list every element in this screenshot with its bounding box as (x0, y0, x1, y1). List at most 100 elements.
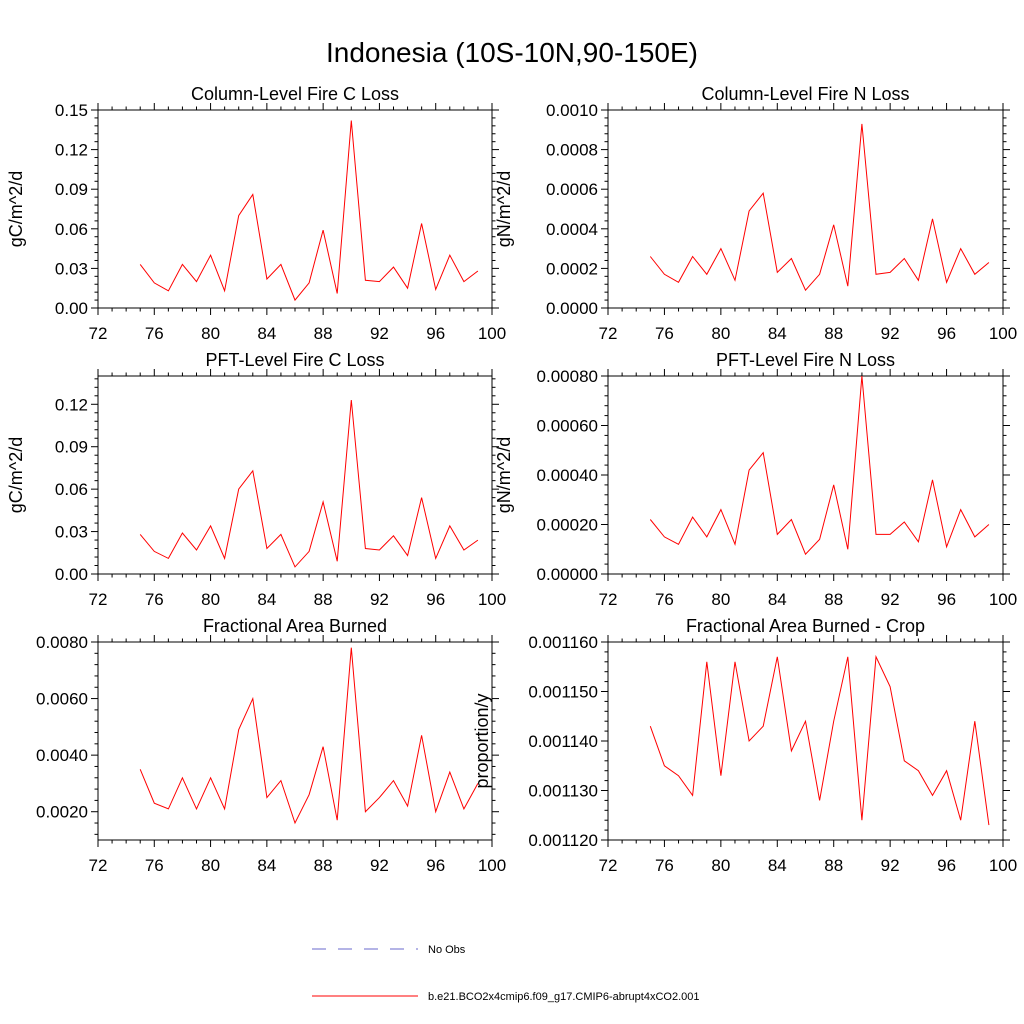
x-tick-label: 96 (426, 590, 445, 609)
y-tick-label: 0.001150 (528, 683, 598, 702)
x-tick-label: 84 (257, 324, 276, 343)
series-line (649, 654, 990, 826)
y-tick-label: 0.0040 (36, 746, 88, 765)
series-line (139, 399, 479, 568)
x-tick-label: 80 (201, 590, 220, 609)
y-tick-label: 0.001120 (528, 831, 598, 850)
y-tick-label: 0.0008 (546, 141, 598, 160)
y-tick-label: 0.0000 (546, 299, 598, 318)
series-line (649, 123, 990, 292)
x-tick-label: 72 (89, 590, 108, 609)
x-tick-label: 84 (257, 590, 276, 609)
chart-panel-1: 72 76 80 84 88 92 96 100 0.00 0.03 0.06 0.09 0.12 0.1… (6, 84, 506, 343)
x-tick-label: 92 (881, 856, 900, 875)
y-tick-label: 0.0010 (546, 101, 598, 120)
x-tick-label: 84 (768, 856, 787, 875)
x-tick-label: 96 (426, 856, 445, 875)
x-tick-label: 92 (370, 856, 389, 875)
x-tick-label: 72 (599, 856, 618, 875)
x-tick-label: 96 (937, 856, 956, 875)
y-tick-label: 0.06 (55, 480, 88, 499)
chart-panel-4: 72 76 80 84 88 92 96 100 0.00000 0.00020 0.00040 0.… (494, 350, 1017, 609)
chart-title: Fractional Area Burned - Crop (686, 616, 925, 636)
x-tick-label: 100 (989, 590, 1017, 609)
x-tick-label: 100 (478, 324, 506, 343)
chart-panel-2: 72 76 80 84 88 92 96 100 0.0000 0.0002 0.0004 0.000… (494, 84, 1017, 343)
x-tick-label: 76 (655, 856, 674, 875)
x-tick-label: 96 (937, 324, 956, 343)
x-tick-label: 100 (478, 590, 506, 609)
x-tick-label: 76 (655, 590, 674, 609)
y-tick-label: 0.00 (55, 565, 88, 584)
y-tick-label: 0.0080 (36, 633, 88, 652)
y-tick-label: 0.03 (55, 259, 88, 278)
x-tick-label: 72 (89, 324, 108, 343)
y-tick-label: 0.0004 (546, 220, 598, 239)
y-axis-label: gN/m^2/d (494, 171, 514, 247)
chart-title: Column-Level Fire N Loss (701, 84, 909, 104)
chart-title: Fractional Area Burned (203, 616, 387, 636)
y-tick-label: 0.001130 (528, 782, 598, 801)
x-tick-label: 88 (314, 324, 333, 343)
y-tick-label: 0.001140 (528, 732, 598, 751)
y-tick-label: 0.12 (55, 141, 88, 160)
y-tick-label: 0.0006 (546, 180, 598, 199)
x-tick-label: 76 (145, 324, 164, 343)
series-line (139, 120, 479, 302)
y-tick-label: 0.00020 (537, 516, 598, 535)
y-tick-label: 0.00 (55, 299, 88, 318)
y-tick-label: 0.06 (55, 220, 88, 239)
x-tick-label: 100 (989, 324, 1017, 343)
x-tick-label: 88 (824, 590, 843, 609)
chart-panel-5: 72 76 80 84 88 92 96 100 0.0020 0.0040 0.0060 0.008… (36, 616, 506, 875)
y-tick-label: 0.0002 (546, 259, 598, 278)
x-tick-label: 92 (881, 590, 900, 609)
chart-title: PFT-Level Fire C Loss (205, 350, 384, 370)
x-tick-label: 100 (478, 856, 506, 875)
chart-title: Column-Level Fire C Loss (191, 84, 399, 104)
y-tick-label: 0.0020 (36, 803, 88, 822)
legend: No Obs b.e21.BCO2x4cmip6.f09_g17.CMIP6-a… (312, 944, 700, 1003)
x-tick-label: 76 (655, 324, 674, 343)
y-tick-label: 0.03 (55, 523, 88, 542)
x-tick-label: 100 (989, 856, 1017, 875)
x-tick-label: 76 (145, 590, 164, 609)
y-tick-label: 0.09 (55, 438, 88, 457)
series-line (649, 375, 990, 556)
x-tick-label: 92 (881, 324, 900, 343)
plot-frame (97, 641, 493, 841)
x-tick-label: 96 (937, 590, 956, 609)
x-tick-label: 72 (599, 590, 618, 609)
x-tick-label: 72 (599, 324, 618, 343)
y-tick-label: 0.0060 (36, 690, 88, 709)
y-axis-label: gC/m^2/d (6, 437, 26, 513)
x-tick-label: 92 (370, 324, 389, 343)
x-tick-label: 80 (201, 856, 220, 875)
legend-no-obs-label: No Obs (428, 944, 466, 956)
plot-frame (607, 375, 1004, 575)
y-tick-label: 0.001160 (528, 633, 598, 652)
y-tick-label: 0.12 (55, 395, 88, 414)
x-tick-label: 84 (257, 856, 276, 875)
y-tick-label: 0.00040 (537, 466, 598, 485)
x-tick-label: 88 (824, 856, 843, 875)
y-axis-label: gN/m^2/d (494, 437, 514, 513)
series-line (139, 647, 479, 825)
x-tick-label: 80 (201, 324, 220, 343)
plot-frame (607, 109, 1004, 309)
y-tick-label: 0.00000 (537, 565, 598, 584)
page-title: Indonesia (10S-10N,90-150E) (326, 37, 698, 68)
chart-panel-3: 72 76 80 84 88 92 96 100 0.00 0.03 0.06 0.09 0.12 PFT… (6, 350, 506, 609)
y-tick-label: 0.00080 (537, 367, 598, 386)
chart-panel-6: 72 76 80 84 88 92 96 100 0.001120 0.001130 0.00114… (472, 616, 1017, 875)
y-axis-label: gC/m^2/d (6, 171, 26, 247)
x-tick-label: 92 (370, 590, 389, 609)
chart-title: PFT-Level Fire N Loss (716, 350, 895, 370)
x-tick-label: 80 (711, 324, 730, 343)
y-tick-label: 0.00060 (537, 417, 598, 436)
x-tick-label: 84 (768, 324, 787, 343)
plot-frame (607, 641, 1004, 841)
x-tick-label: 76 (145, 856, 164, 875)
x-tick-label: 80 (711, 856, 730, 875)
